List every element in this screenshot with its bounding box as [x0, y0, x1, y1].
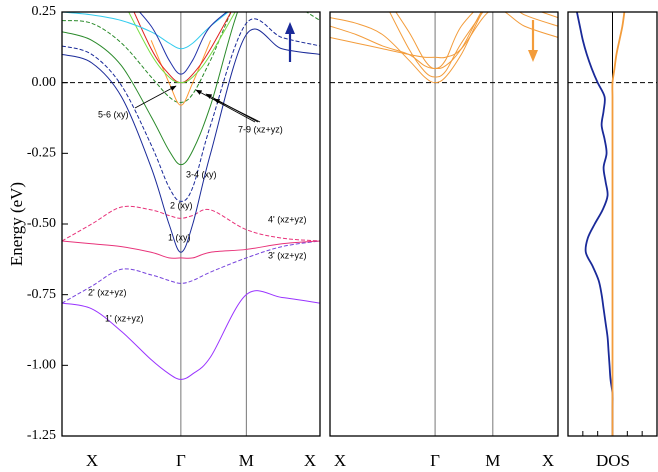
bands [62, 12, 320, 380]
bands [330, 12, 558, 84]
band-line [395, 12, 475, 70]
annotation: 1' (xz+yz) [105, 313, 143, 323]
annotation: 1 (xy) [168, 232, 191, 242]
band-line [138, 12, 228, 75]
annotation-arrow [134, 85, 177, 109]
band-line [62, 12, 320, 104]
band-line [62, 290, 320, 380]
k-point-label: Γ [176, 451, 186, 470]
band-line [62, 28, 320, 253]
band-line [62, 12, 239, 166]
band-line [62, 205, 320, 242]
k-point-label: X [334, 451, 346, 470]
spin-arrowhead [285, 22, 295, 34]
dos-curves [576, 12, 626, 436]
band-line [128, 12, 236, 84]
annotation: 4' (xz+yz) [268, 214, 306, 224]
band-line [62, 18, 320, 202]
k-point-label: X [542, 451, 554, 470]
dos-line [611, 12, 626, 436]
panel-frame [567, 11, 658, 437]
y-tick-label: -0.75 [27, 287, 56, 302]
annotation: 5-6 (xy) [98, 109, 129, 119]
y-tick-label: -1.00 [27, 358, 56, 373]
annotation: 3-4 (xy) [186, 169, 217, 179]
panel-frame [329, 11, 559, 437]
k-point-label: X [86, 451, 98, 470]
y-tick-label: 0.00 [32, 75, 57, 90]
band-line [389, 12, 484, 78]
annotation: 2 (xy) [170, 200, 193, 210]
band-line [150, 40, 212, 106]
y-tick-label: -0.25 [27, 146, 56, 161]
annotation: 3' (xz+yz) [268, 250, 306, 260]
k-point-label: Γ [430, 451, 440, 470]
panel-frame [61, 11, 321, 437]
band-line [330, 12, 558, 70]
y-tick-label: 0.25 [32, 4, 57, 19]
band-line [330, 12, 558, 84]
y-tick-label: -0.50 [27, 216, 56, 231]
k-point-label: M [485, 451, 500, 470]
band-line [62, 240, 320, 259]
annotation: 7-9 (xz+yz) [238, 124, 283, 134]
k-point-label: M [239, 451, 254, 470]
band-line [62, 12, 230, 50]
y-tick-label: -1.25 [27, 428, 56, 443]
spin-arrowhead [528, 50, 538, 62]
dos-line [576, 12, 614, 436]
annotation-arrow [213, 98, 261, 123]
annotation: 2' (xz+yz) [88, 287, 126, 297]
band-line [62, 240, 320, 304]
k-point-label: X [304, 451, 316, 470]
band-line [330, 12, 558, 59]
x-axis-label: DOS [596, 451, 630, 470]
y-axis-label: Energy (eV) [7, 182, 26, 266]
